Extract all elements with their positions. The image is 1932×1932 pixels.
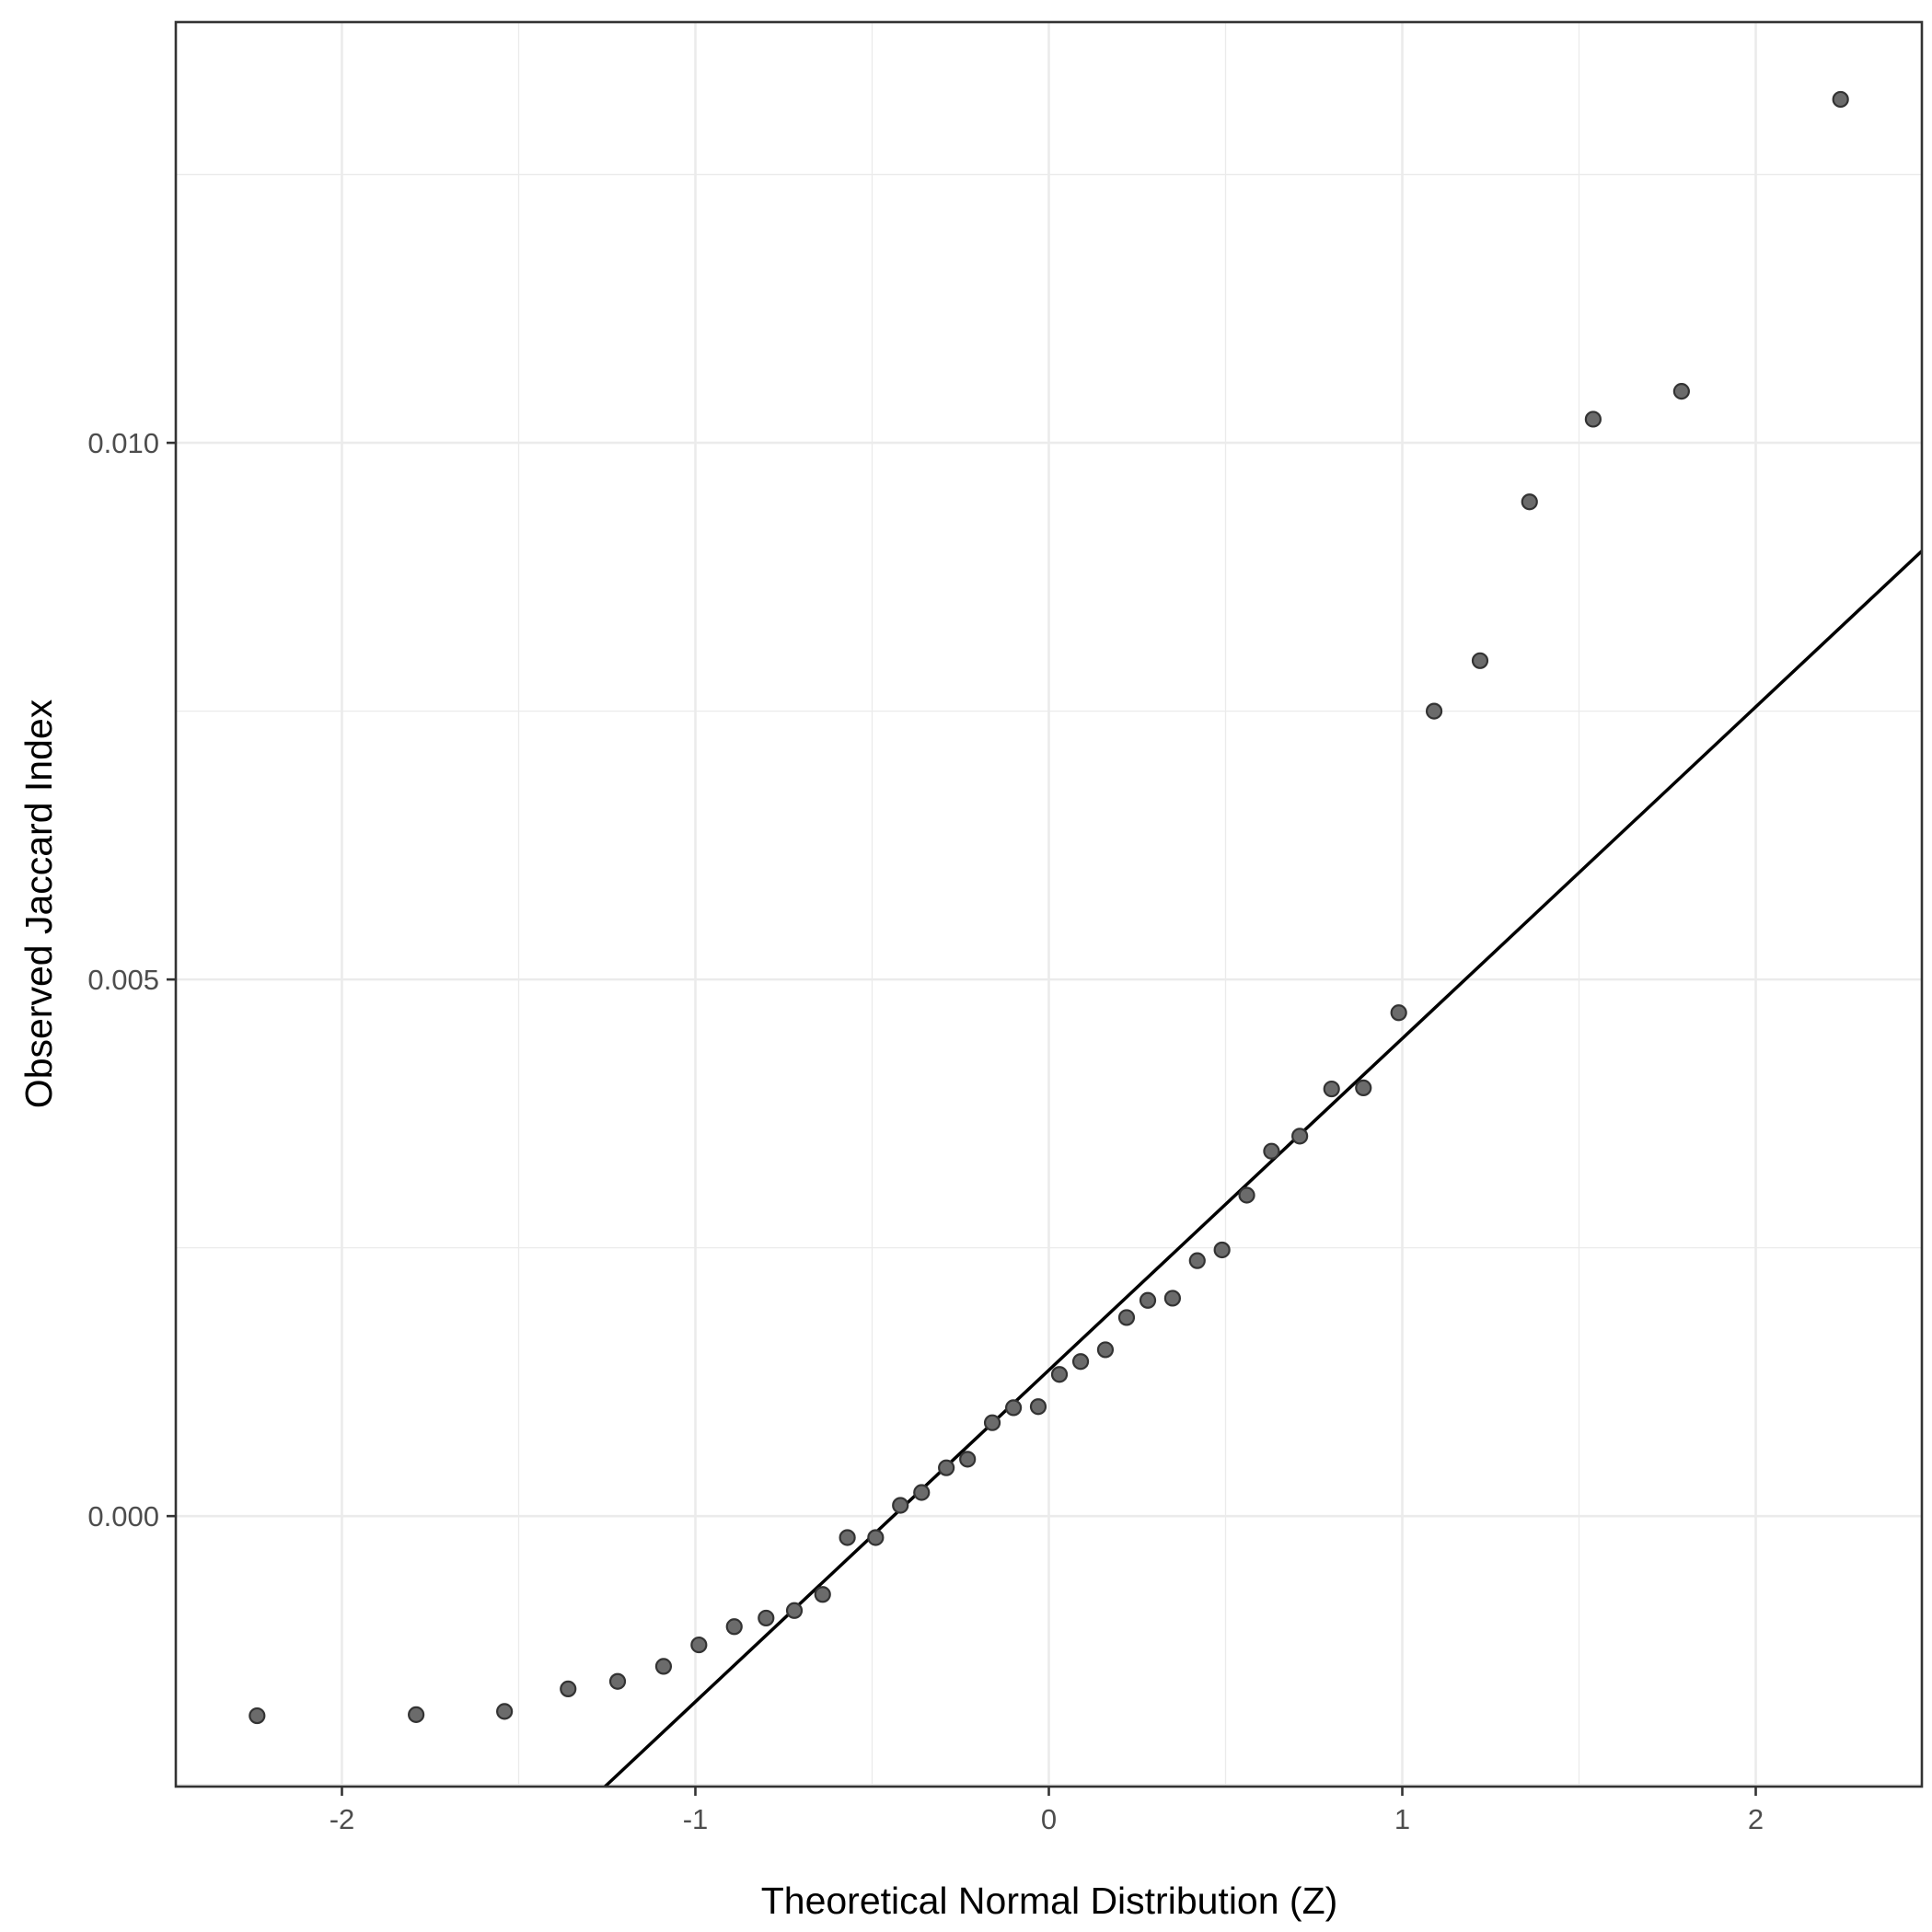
- x-tick-label: -1: [683, 1803, 709, 1835]
- data-point: [1425, 702, 1443, 720]
- data-point: [1323, 1080, 1340, 1098]
- data-point: [983, 1414, 1001, 1431]
- data-point: [1117, 1309, 1136, 1326]
- data-point: [654, 1658, 673, 1675]
- data-point: [938, 1459, 955, 1476]
- data-point: [608, 1672, 627, 1690]
- data-point: [758, 1609, 775, 1627]
- data-point: [1471, 652, 1489, 669]
- data-point: [560, 1680, 577, 1697]
- data-point: [1672, 383, 1690, 400]
- data-point: [1004, 1399, 1023, 1417]
- y-tick-label: 0.005: [87, 964, 159, 996]
- x-tick-label: 1: [1394, 1803, 1410, 1835]
- data-point: [1390, 1004, 1407, 1022]
- data-point: [690, 1636, 708, 1654]
- y-tick-label: 0.000: [87, 1500, 159, 1533]
- data-point: [959, 1451, 977, 1468]
- data-point: [496, 1703, 514, 1720]
- data-point: [1139, 1291, 1157, 1309]
- data-point: [1355, 1079, 1372, 1096]
- x-tick-label: 0: [1041, 1803, 1057, 1835]
- data-point: [1188, 1252, 1206, 1269]
- data-point: [1521, 493, 1538, 511]
- data-point: [1213, 1241, 1231, 1259]
- data-point: [1163, 1290, 1182, 1307]
- data-point: [1096, 1341, 1115, 1359]
- data-point: [1584, 411, 1602, 428]
- y-tick-label: 0.010: [87, 427, 159, 459]
- data-point: [1238, 1186, 1255, 1204]
- data-point: [913, 1484, 931, 1501]
- data-point: [1071, 1353, 1090, 1371]
- data-point: [1291, 1128, 1309, 1145]
- major-gridlines: [176, 22, 1922, 1787]
- reference-line-layer: [604, 550, 1924, 1788]
- x-tick-label: -2: [330, 1803, 355, 1835]
- data-point: [1832, 90, 1849, 109]
- data-point: [814, 1586, 831, 1603]
- y-axis-title: Observed Jaccard Index: [17, 699, 60, 1108]
- data-point: [1263, 1142, 1280, 1160]
- x-tick-label: 2: [1748, 1803, 1764, 1835]
- data-point: [1029, 1398, 1047, 1416]
- data-points: [249, 90, 1849, 1725]
- data-point: [1050, 1366, 1069, 1383]
- data-point: [839, 1529, 856, 1546]
- data-point: [408, 1706, 425, 1723]
- data-point: [867, 1529, 885, 1546]
- data-point: [725, 1618, 743, 1636]
- data-point: [249, 1706, 266, 1725]
- y-axis-ticks: 0.000 0.005 0.010: [87, 427, 176, 1533]
- reference-line: [604, 550, 1924, 1788]
- data-point: [785, 1602, 804, 1619]
- x-axis-ticks: -2 -1 0 1 2: [330, 1787, 1764, 1835]
- x-axis-title: Theoretical Normal Distribution (Z): [761, 1880, 1338, 1922]
- data-point: [892, 1497, 909, 1514]
